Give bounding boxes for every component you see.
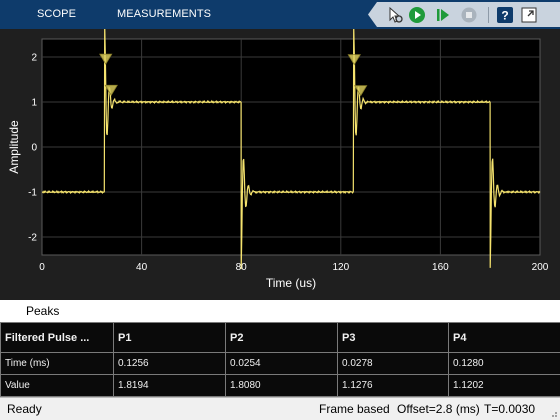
help-icon[interactable]: ? — [496, 6, 514, 24]
table-cell: 0.0254 — [225, 352, 338, 375]
status-offset: Offset=2.8 (ms) — [397, 402, 480, 416]
toolstrip: SCOPE MEASUREMENTS — [0, 0, 560, 29]
amplitude-time-plot[interactable]: 0 40 80 120 160 200 2 1 0 -1 -2 Time (us) Amplitud… — [0, 29, 560, 299]
column-header[interactable]: P1 — [113, 322, 226, 353]
table-cell: 0.1256 — [113, 352, 226, 375]
peaks-panel-header: Peaks — [0, 300, 560, 322]
table-cell: 0.1280 — [448, 352, 560, 375]
table-cell: 1.8080 — [225, 374, 338, 397]
x-tick-label: 0 — [39, 262, 45, 273]
x-tick-label: 200 — [532, 262, 549, 273]
trace-group — [41, 29, 541, 270]
table-cell: 1.1202 — [448, 374, 560, 397]
table-cell: 0.0278 — [337, 352, 449, 375]
y-axis-label: Amplitude — [7, 120, 21, 174]
row-label: Value — [0, 374, 114, 397]
table-header-row: Filtered Pulse ... P1 P2 P3 P4 — [0, 322, 560, 353]
tab-measurements[interactable]: MEASUREMENTS — [117, 8, 212, 20]
y-tick-label: -2 — [28, 233, 37, 244]
x-tick-label: 40 — [136, 262, 148, 273]
status-ready: Ready — [7, 402, 42, 416]
stop-icon[interactable] — [460, 6, 478, 24]
status-frame-mode: Frame based — [319, 402, 390, 416]
resize-grip-icon[interactable] — [548, 408, 558, 418]
peaks-table-container: Filtered Pulse ... P1 P2 P3 P4 Time (ms)… — [0, 322, 560, 397]
peaks-table: Filtered Pulse ... P1 P2 P3 P4 Time (ms)… — [0, 322, 560, 397]
x-axis-label: Time (us) — [266, 276, 316, 290]
quick-access-toolbar: ? — [368, 2, 560, 27]
pointer-settings-icon[interactable] — [386, 6, 404, 24]
x-tick-label: 160 — [432, 262, 449, 273]
table-row: Time (ms) 0.1256 0.0254 0.0278 0.1280 — [0, 352, 560, 375]
row-label: Time (ms) — [0, 352, 114, 375]
status-time: T=0.0030 — [484, 402, 536, 416]
peaks-panel-title: Peaks — [26, 304, 60, 318]
tab-scope[interactable]: SCOPE — [37, 8, 77, 20]
tick-labels: 0 40 80 120 160 200 2 1 0 -1 -2 — [28, 53, 549, 274]
column-header[interactable]: P3 — [337, 322, 449, 353]
table-row: Value 1.8194 1.8080 1.1276 1.1202 — [0, 374, 560, 397]
column-header[interactable]: P2 — [225, 322, 338, 353]
y-tick-label: 0 — [31, 143, 37, 154]
status-bar: Ready Frame based Offset=2.8 (ms) T=0.00… — [0, 397, 560, 420]
peak-markers — [99, 53, 368, 97]
table-cell: 1.1276 — [337, 374, 449, 397]
svg-text:?: ? — [501, 9, 508, 23]
peak-marker-icon[interactable] — [104, 84, 118, 97]
signal-trace — [41, 29, 541, 270]
x-tick-label: 80 — [236, 262, 248, 273]
expand-icon[interactable] — [520, 6, 538, 24]
step-forward-icon[interactable] — [434, 6, 452, 24]
x-tick-label: 120 — [332, 262, 349, 273]
toolbar-separator — [488, 7, 489, 23]
scope-display: 0 40 80 120 160 200 2 1 0 -1 -2 Time (us) Amplitud… — [0, 29, 560, 299]
table-cell: 1.8194 — [113, 374, 226, 397]
y-tick-label: 2 — [31, 53, 37, 64]
column-header[interactable]: Filtered Pulse ... — [0, 322, 114, 353]
peak-marker-icon[interactable] — [354, 85, 368, 97]
peak-marker-icon[interactable] — [99, 53, 113, 65]
run-icon[interactable] — [408, 6, 426, 24]
y-tick-label: 1 — [31, 98, 37, 109]
y-tick-label: -1 — [28, 188, 37, 199]
peak-marker-icon[interactable] — [347, 54, 361, 66]
column-header[interactable]: P4 — [448, 322, 560, 353]
